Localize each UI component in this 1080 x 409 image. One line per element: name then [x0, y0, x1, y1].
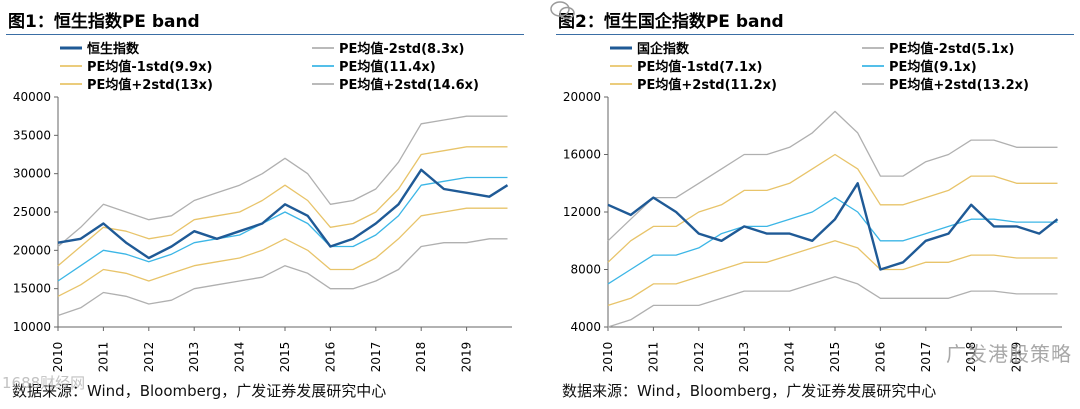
chart-title: 图1：恒生指数PE band — [8, 12, 200, 32]
chart-hsi: 恒生指数 PE均值-2std(8.3x) PE均值-1std(9.9x) PE均值(1… — [13, 41, 512, 373]
pe-band-line — [57, 115, 508, 247]
chart-panel-2: 图2：恒生国企指数PE band 国企指数 PE均值-2std(5.1x) PE均值… — [550, 0, 1080, 409]
y-tick-label: 10000 — [13, 320, 51, 334]
legend-label: 国企指数 — [637, 41, 690, 57]
chart-title: 图2：恒生国企指数PE band — [558, 12, 784, 32]
pe-band-line — [607, 110, 1058, 242]
watermark-left: 1688财经网 — [2, 374, 86, 392]
x-tick-label: 2016 — [323, 342, 337, 373]
legend-label: PE均值-1std(7.1x) — [637, 59, 762, 75]
title-rule — [6, 34, 524, 35]
pe-band-line — [607, 276, 1058, 328]
legend-label: PE均值(11.4x) — [339, 59, 436, 75]
legend-label: PE均值+2std(11.2x) — [637, 77, 777, 93]
x-tick-label: 2017 — [369, 342, 383, 373]
y-tick-label: 8000 — [570, 263, 601, 277]
x-tick-label: 2011 — [96, 342, 110, 373]
chart-panel-1: 图1：恒生指数PE band 恒生指数 PE均值-2std(8.3x) PE均值-1… — [0, 0, 530, 409]
legend-label: PE均值-2std(5.1x) — [889, 41, 1014, 57]
title-rule — [556, 34, 1074, 35]
y-tick-label: 16000 — [563, 148, 601, 162]
y-tick-label: 12000 — [563, 205, 601, 219]
pe-band-line — [57, 238, 508, 317]
x-tick-label: 2013 — [187, 342, 201, 373]
x-tick-label: 2010 — [601, 342, 615, 373]
y-tick-label: 4000 — [570, 320, 601, 334]
y-tick-label: 30000 — [13, 167, 51, 181]
legend-label: PE均值+2std(13x) — [87, 77, 213, 93]
pe-band-line — [57, 207, 508, 297]
x-tick-label: 2018 — [414, 342, 428, 373]
y-tick-label: 25000 — [13, 205, 51, 219]
index-line — [607, 182, 1059, 271]
y-tick-label: 20000 — [563, 90, 601, 104]
y-tick-label: 35000 — [13, 128, 51, 142]
x-tick-label: 2019 — [460, 342, 474, 373]
x-tick-label: 2012 — [692, 342, 706, 373]
pe-band-line — [607, 153, 1058, 263]
x-tick-label: 2014 — [233, 342, 247, 373]
pe-band-line — [607, 240, 1058, 307]
x-tick-label: 2013 — [737, 342, 751, 373]
x-tick-label: 2015 — [278, 342, 292, 373]
pe-band-line — [57, 176, 508, 282]
x-tick-label: 2012 — [142, 342, 156, 373]
legend-label: 恒生指数 — [87, 41, 140, 57]
x-tick-label: 2014 — [783, 342, 797, 373]
x-tick-label: 2016 — [873, 342, 887, 373]
x-tick-label: 2010 — [51, 342, 65, 373]
wechat-icon — [550, 1, 575, 20]
x-tick-label: 2011 — [646, 342, 660, 373]
x-tick-label: 2017 — [919, 342, 933, 373]
x-tick-label: 2018 — [964, 342, 978, 373]
chart-hscei: 国企指数 PE均值-2std(5.1x) PE均值-1std(7.1x) PE均值(9… — [563, 41, 1062, 373]
legend-label: PE均值+2std(13.2x) — [889, 77, 1029, 93]
x-tick-label: 2019 — [1010, 342, 1024, 373]
legend-label: PE均值+2std(14.6x) — [339, 77, 479, 93]
pe-band-line — [57, 146, 508, 267]
x-tick-label: 2015 — [828, 342, 842, 373]
watermark-brand: 广发港股策略 — [946, 342, 1072, 366]
y-tick-label: 40000 — [13, 90, 51, 104]
source-note: 数据来源：Wind，Bloomberg，广发证券发展研究中心 — [562, 382, 937, 400]
source-note: 数据来源：Wind，Bloomberg，广发证券发展研究中心 — [12, 382, 387, 400]
y-tick-label: 15000 — [13, 282, 51, 296]
legend-label: PE均值(9.1x) — [889, 59, 977, 75]
y-tick-label: 20000 — [13, 243, 51, 257]
legend-label: PE均值-2std(8.3x) — [339, 41, 464, 57]
legend-label: PE均值-1std(9.9x) — [87, 59, 212, 75]
index-line — [57, 168, 509, 260]
